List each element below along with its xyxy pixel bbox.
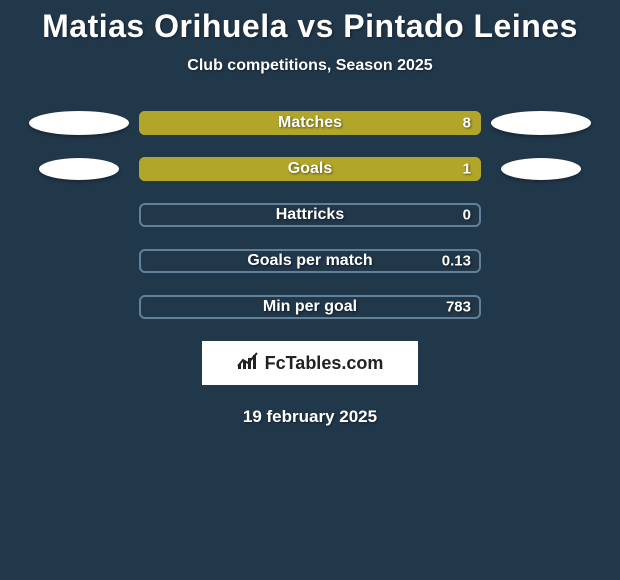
player-marker-left <box>39 158 119 180</box>
stat-bar: Hattricks0 <box>139 203 481 227</box>
stat-bar: Goals per match0.13 <box>139 249 481 273</box>
date-text: 19 february 2025 <box>0 407 620 427</box>
stat-value: 783 <box>446 299 471 316</box>
stat-bar: Matches8 <box>139 111 481 135</box>
stat-row: Min per goal783 <box>0 295 620 319</box>
stat-label: Min per goal <box>139 298 481 316</box>
stat-value: 0 <box>463 207 471 224</box>
right-marker-slot <box>491 158 591 180</box>
stat-label: Goals per match <box>139 252 481 270</box>
left-marker-slot <box>29 158 129 180</box>
player-marker-left <box>29 111 129 135</box>
stat-row: Hattricks0 <box>0 203 620 227</box>
stat-value: 1 <box>463 161 471 178</box>
bar-chart-icon <box>237 352 259 375</box>
stat-row: Matches8 <box>0 111 620 135</box>
stat-label: Goals <box>139 160 481 178</box>
stat-value: 8 <box>463 115 471 132</box>
left-marker-slot <box>29 111 129 135</box>
stat-label: Matches <box>139 114 481 132</box>
logo-text: FcTables.com <box>265 353 384 374</box>
player-marker-right <box>501 158 581 180</box>
stat-label: Hattricks <box>139 206 481 224</box>
stat-row: Goals per match0.13 <box>0 249 620 273</box>
page-title: Matias Orihuela vs Pintado Leines <box>0 0 620 45</box>
page-subtitle: Club competitions, Season 2025 <box>0 57 620 75</box>
stats-rows: Matches8Goals1Hattricks0Goals per match0… <box>0 111 620 319</box>
fctables-logo: FcTables.com <box>202 341 418 385</box>
right-marker-slot <box>491 111 591 135</box>
stat-value: 0.13 <box>442 253 471 270</box>
stat-bar: Goals1 <box>139 157 481 181</box>
stat-row: Goals1 <box>0 157 620 181</box>
player-marker-right <box>491 111 591 135</box>
stat-bar: Min per goal783 <box>139 295 481 319</box>
